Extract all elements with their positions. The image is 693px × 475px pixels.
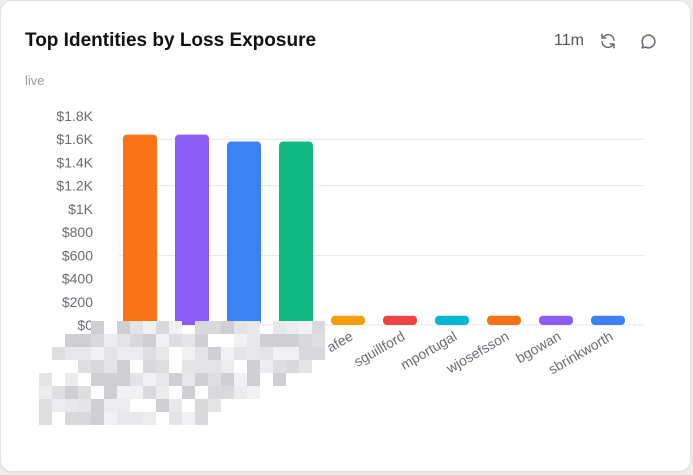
y-tick-label: $0 — [77, 317, 93, 333]
y-tick-label: $800 — [62, 224, 93, 240]
y-tick-label: $1.6K — [56, 131, 93, 147]
bar[interactable] — [227, 141, 261, 325]
bar[interactable] — [435, 315, 469, 325]
redacted-labels-mask — [39, 321, 325, 425]
y-tick-label: $400 — [62, 271, 93, 287]
bar[interactable] — [383, 315, 417, 325]
refresh-interval[interactable]: 11m — [554, 32, 584, 49]
bar[interactable] — [175, 134, 209, 325]
y-tick-label: $1K — [68, 201, 94, 217]
chart-title: Top Identities by Loss Exposure — [25, 30, 317, 51]
bar[interactable] — [487, 315, 521, 325]
y-tick-label: $600 — [62, 247, 93, 263]
bar[interactable] — [539, 315, 573, 325]
live-label: live — [25, 73, 45, 88]
bar[interactable] — [123, 134, 157, 325]
bar[interactable] — [331, 315, 365, 325]
y-tick-label: $200 — [62, 294, 93, 310]
y-tick-label: $1.2K — [56, 178, 93, 194]
y-tick-label: $1.4K — [56, 154, 93, 170]
comment-icon[interactable] — [637, 30, 659, 52]
refresh-icon[interactable] — [597, 30, 619, 52]
bar[interactable] — [591, 315, 625, 325]
bar[interactable] — [279, 141, 313, 325]
y-tick-label: $1.8K — [56, 108, 93, 124]
